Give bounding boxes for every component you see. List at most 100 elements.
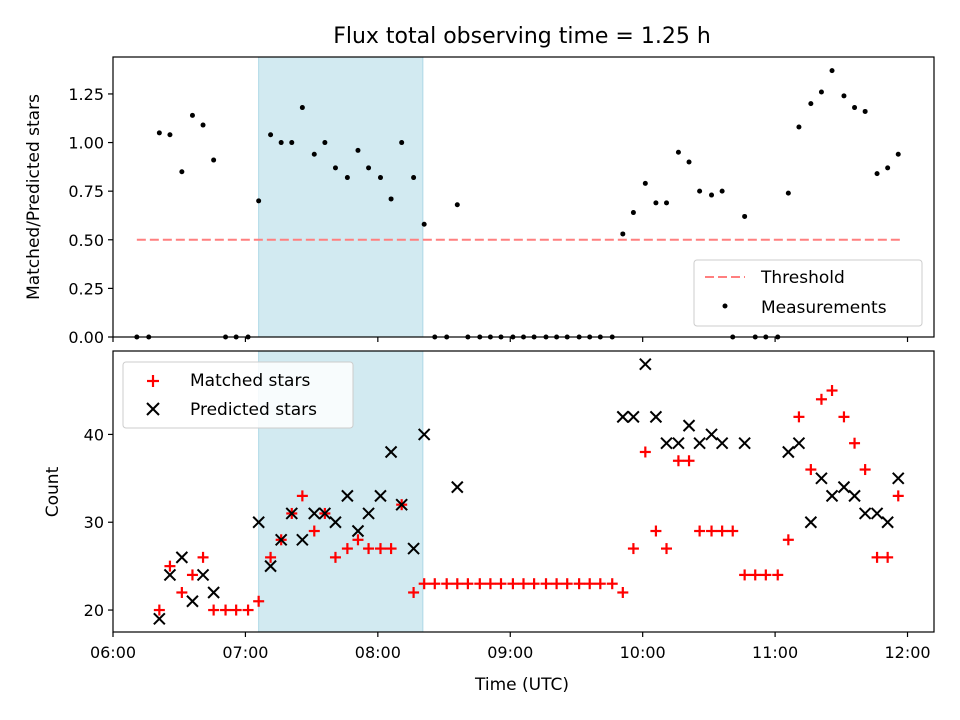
ratio-legend-box xyxy=(693,259,923,327)
measurement-point xyxy=(200,122,206,128)
count-marks xyxy=(153,357,905,626)
predicted-stars-point xyxy=(639,357,652,371)
count-y-axis-label: Count xyxy=(43,466,63,517)
measurements-legend-swatch xyxy=(722,303,728,309)
matched-stars-point xyxy=(573,578,585,590)
measurement-point xyxy=(322,140,328,146)
matched-stars-point xyxy=(793,411,805,423)
predicted-stars-point xyxy=(186,595,199,608)
predicted-stars-point xyxy=(407,542,420,555)
predicted-stars-point xyxy=(451,480,464,494)
measurement-point xyxy=(189,112,195,118)
matched-stars-point xyxy=(197,551,209,563)
matched-stars-point xyxy=(153,604,165,616)
matched-stars-point xyxy=(772,569,784,581)
matched-stars-point xyxy=(727,525,739,537)
chart-title: Flux total observing time = 1.25 h xyxy=(333,24,711,49)
threshold-legend-label: Threshold xyxy=(760,268,845,288)
ratio-marks xyxy=(134,68,901,340)
measurement-point xyxy=(179,169,185,175)
matched-stars-point xyxy=(627,543,639,555)
predicted-stars-point xyxy=(837,480,851,494)
matched-stars-point xyxy=(749,569,761,581)
predicted-stars-point xyxy=(738,436,751,450)
predicted-stars-point xyxy=(892,472,905,485)
x-tick-label: 11:00 xyxy=(752,643,798,662)
matched-stars-point xyxy=(882,551,894,563)
matched-stars-point xyxy=(329,551,341,563)
matched-stars-point xyxy=(650,525,662,537)
measurement-point xyxy=(366,165,372,171)
predicted-stars-point xyxy=(693,436,706,450)
ratio-y-axis-label: Matched/Predicted stars xyxy=(24,94,44,300)
predicted-stars-point xyxy=(175,551,189,564)
measurement-point xyxy=(377,175,383,181)
predicted-stars-point xyxy=(374,489,387,503)
predicted-stars-point xyxy=(858,507,872,520)
predicted-stars-point xyxy=(792,436,806,450)
measurement-point xyxy=(278,140,284,146)
y-tick-label: 40 xyxy=(84,425,104,444)
measurement-point xyxy=(256,198,262,204)
matched-stars-point xyxy=(242,604,254,616)
predicted-stars-point xyxy=(384,445,398,459)
x-tick-label: 07:00 xyxy=(222,643,268,662)
measurement-point xyxy=(355,147,361,153)
matched-stars-point xyxy=(540,578,552,590)
x-tick-label: 09:00 xyxy=(487,643,533,662)
measurement-point xyxy=(630,210,636,216)
matched-stars-point xyxy=(805,464,817,476)
matched-stars-point xyxy=(617,586,629,598)
predicted-stars-point xyxy=(825,489,839,503)
predicted-stars-point xyxy=(848,489,861,503)
matched-stars-point xyxy=(441,578,453,590)
matched-stars-point xyxy=(683,455,695,467)
ratio-panel-frame xyxy=(112,56,935,338)
matched-stars-point xyxy=(208,604,220,616)
matched-stars-point xyxy=(661,543,673,555)
measurement-point xyxy=(399,140,405,146)
y-tick-label: 30 xyxy=(84,513,104,532)
predicted-stars-point xyxy=(616,410,630,424)
predicted-stars-point xyxy=(715,436,729,450)
predicted-stars-point xyxy=(782,445,795,459)
matched-legend-label: Matched stars xyxy=(190,371,310,391)
matched-stars-point xyxy=(507,578,519,590)
measurement-point xyxy=(796,124,802,130)
matched-stars-point xyxy=(408,586,420,598)
y-tick-label: 1.25 xyxy=(68,85,104,104)
measurement-point xyxy=(332,165,338,171)
measurement-point xyxy=(829,68,835,74)
matched-stars-point xyxy=(706,525,718,537)
predicted-legend-swatch xyxy=(146,402,160,416)
measurement-point xyxy=(808,101,814,107)
predicted-stars-point xyxy=(804,516,818,529)
measurement-point xyxy=(709,192,715,198)
measurement-point xyxy=(167,132,173,138)
ratio-x-ticks xyxy=(112,337,909,342)
measurement-point xyxy=(742,213,748,219)
predicted-stars-point xyxy=(196,568,210,582)
measurement-point xyxy=(697,188,703,194)
matched-stars-point xyxy=(186,569,198,581)
count-x-ticks: 06:00 07:00 08:00 09:00 10:00 11:00 12:00 xyxy=(90,632,931,662)
matched-stars-point xyxy=(584,578,596,590)
matched-stars-point xyxy=(694,525,706,537)
matched-stars-point xyxy=(716,525,728,537)
measurement-point xyxy=(344,175,350,181)
x-tick-label: 06:00 xyxy=(90,643,136,662)
matched-stars-point xyxy=(462,578,474,590)
count-legend: Matched stars Predicted stars xyxy=(122,361,354,429)
matched-stars-point xyxy=(164,560,176,572)
measurement-point xyxy=(620,231,626,237)
matched-stars-point xyxy=(871,551,883,563)
y-tick-label: 0.50 xyxy=(68,231,104,250)
measurement-point xyxy=(454,202,460,208)
predicted-stars-point xyxy=(682,419,696,432)
measurement-point xyxy=(862,108,868,114)
measurement-point xyxy=(421,221,427,227)
measurement-point xyxy=(411,175,417,181)
predicted-stars-point xyxy=(329,516,342,529)
matched-stars-point xyxy=(892,490,904,502)
matched-stars-point xyxy=(253,595,265,607)
